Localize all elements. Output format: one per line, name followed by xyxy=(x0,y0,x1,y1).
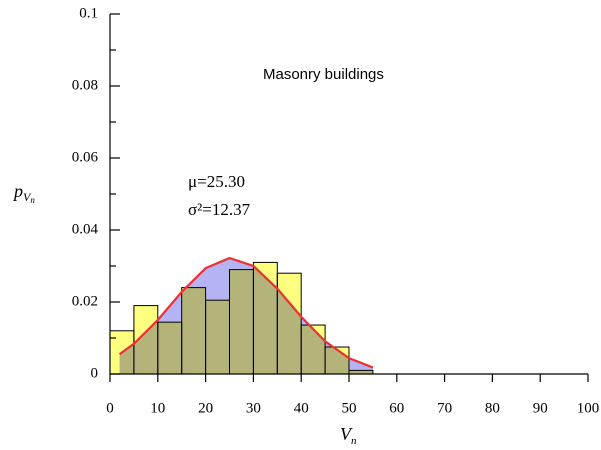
x-tick-label: 0 xyxy=(106,400,114,416)
y-tick-label: 0.06 xyxy=(72,149,99,165)
y-tick-label: 0 xyxy=(91,365,99,381)
y-axis-label-sub: V xyxy=(23,190,32,204)
bar xyxy=(157,321,183,375)
y-tick-label: 0.02 xyxy=(72,293,98,309)
y-tick-label: 0.08 xyxy=(72,77,98,93)
bar xyxy=(205,299,231,375)
y-axis-label-main: p xyxy=(12,181,23,201)
bar xyxy=(252,261,278,375)
plot-area: 0 0.02 0.04 0.06 0.08 0.1 0 10 20 30 40 50 60 70 80 90 1… xyxy=(72,5,600,416)
x-tick-label: 80 xyxy=(485,400,500,416)
bar xyxy=(300,324,326,375)
annotation: μ=25.30 xyxy=(188,172,245,191)
x-axis-label-main: V xyxy=(340,424,353,444)
x-tick-label: 30 xyxy=(246,400,261,416)
bar xyxy=(324,346,350,375)
y-tick-label: 0.1 xyxy=(79,5,98,21)
annotation: Masonry buildings xyxy=(263,66,384,83)
bar xyxy=(181,287,207,375)
x-axis-label: Vn xyxy=(340,424,357,446)
y-axis-label: pVn xyxy=(12,181,35,205)
annotation: σ²=12.37 xyxy=(188,200,251,219)
x-tick-label: 60 xyxy=(389,400,404,416)
x-tick-label: 20 xyxy=(198,400,213,416)
x-axis-label-sub: n xyxy=(351,435,357,447)
x-tick-label: 70 xyxy=(437,400,452,416)
bar xyxy=(229,269,254,375)
x-tick-label: 10 xyxy=(150,400,165,416)
fitted-curve xyxy=(118,256,374,369)
x-tick-label: 100 xyxy=(577,400,600,416)
y-tick-label: 0.04 xyxy=(72,221,99,237)
x-tick-label: 50 xyxy=(342,400,357,416)
x-tick-label: 90 xyxy=(533,400,548,416)
bar xyxy=(276,272,302,375)
x-tick-label: 40 xyxy=(294,400,309,416)
y-axis-label-sub2: n xyxy=(30,195,35,205)
